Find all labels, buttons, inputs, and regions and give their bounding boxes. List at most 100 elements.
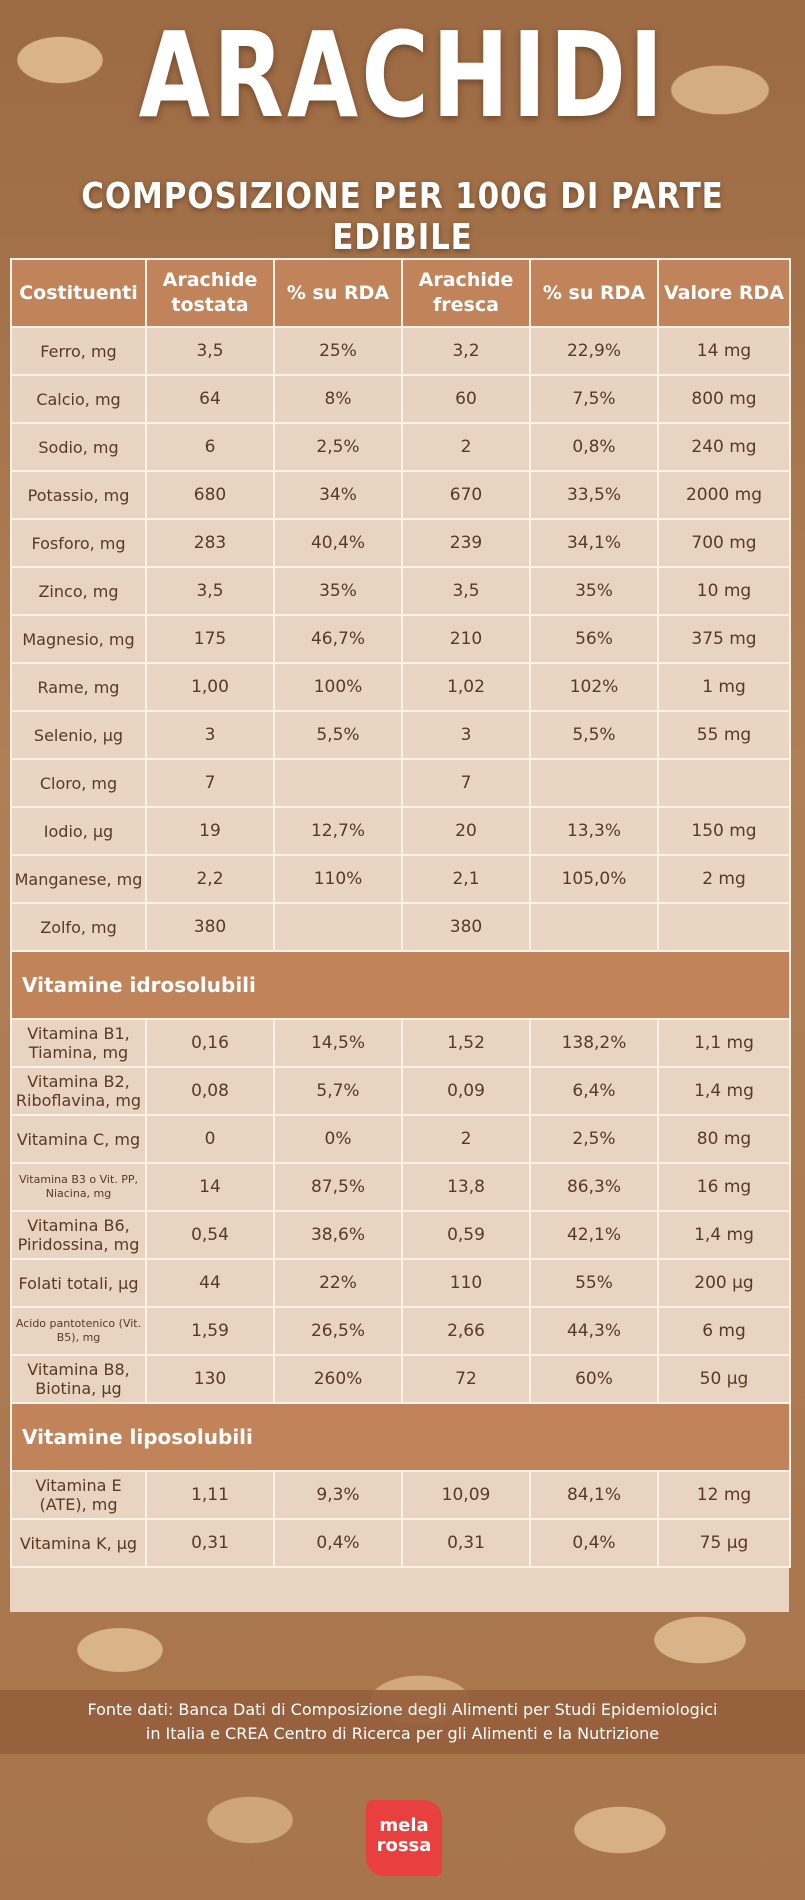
- table-row: Rame, mg 1,00 100% 1,02 102% 1 mg: [10, 662, 791, 712]
- table-cell: 0,31: [401, 1518, 531, 1568]
- table-cell: 55 mg: [657, 710, 791, 760]
- column-header: % su RDA: [529, 258, 659, 328]
- table-cell: 2: [401, 1114, 531, 1164]
- row-label: Vitamina B1, Tiamina, mg: [10, 1018, 147, 1068]
- table-cell: 34%: [273, 470, 403, 520]
- table-cell: 14 mg: [657, 326, 791, 376]
- table-row: Vitamina B1, Tiamina, mg 0,16 14,5% 1,52 138…: [10, 1018, 791, 1068]
- table-cell: 19: [145, 806, 275, 856]
- row-label: Ferro, mg: [10, 326, 147, 376]
- table-cell: 56%: [529, 614, 659, 664]
- table-cell: 38,6%: [273, 1210, 403, 1260]
- row-label: Folati totali, µg: [10, 1258, 147, 1308]
- nutrition-table: Costituenti Arachide tostata % su RDA Ar…: [10, 258, 791, 1568]
- table-cell: 175: [145, 614, 275, 664]
- column-header: Valore RDA: [657, 258, 791, 328]
- table-cell: 9,3%: [273, 1470, 403, 1520]
- table-cell: [273, 902, 403, 952]
- table-cell: 260%: [273, 1354, 403, 1404]
- table-row: Vitamina K, µg 0,31 0,4% 0,31 0,4% 75 µg: [10, 1518, 791, 1568]
- row-label: Vitamina C, mg: [10, 1114, 147, 1164]
- source-footer: Fonte dati: Banca Dati di Composizione d…: [0, 1690, 805, 1754]
- table-cell: 2: [401, 422, 531, 472]
- table-cell: 3,5: [145, 566, 275, 616]
- table-cell: 1,4 mg: [657, 1066, 791, 1116]
- table-cell: 60: [401, 374, 531, 424]
- table-row: Iodio, µg 19 12,7% 20 13,3% 150 mg: [10, 806, 791, 856]
- table-cell: 42,1%: [529, 1210, 659, 1260]
- column-header: % su RDA: [273, 258, 403, 328]
- table-cell: 375 mg: [657, 614, 791, 664]
- table-cell: 44: [145, 1258, 275, 1308]
- table-cell: 1,1 mg: [657, 1018, 791, 1068]
- table-cell: 0,08: [145, 1066, 275, 1116]
- table-cell: 22,9%: [529, 326, 659, 376]
- table-row: Vitamina B8, Biotina, µg 130 260% 72 60% 50 µ…: [10, 1354, 791, 1404]
- table-cell: 1,59: [145, 1306, 275, 1356]
- table-row: Vitamina B3 o Vit. PP, Niacina, mg 14 87,5…: [10, 1162, 791, 1212]
- table-cell: 130: [145, 1354, 275, 1404]
- table-cell: 1 mg: [657, 662, 791, 712]
- source-line-1: Fonte dati: Banca Dati di Composizione d…: [87, 1700, 718, 1719]
- table-cell: 7: [401, 758, 531, 808]
- table-cell: 10 mg: [657, 566, 791, 616]
- table-cell: 16 mg: [657, 1162, 791, 1212]
- row-label: Vitamina B8, Biotina, µg: [10, 1354, 147, 1404]
- table-cell: 35%: [529, 566, 659, 616]
- table-cell: 26,5%: [273, 1306, 403, 1356]
- table-cell: 34,1%: [529, 518, 659, 568]
- table-cell: [657, 758, 791, 808]
- column-header: Arachide tostata: [145, 258, 275, 328]
- table-cell: 2,66: [401, 1306, 531, 1356]
- row-label: Vitamina E (ATE), mg: [10, 1470, 147, 1520]
- page-subtitle: COMPOSIZIONE PER 100G DI PARTE EDIBILE: [81, 176, 724, 258]
- row-label: Cloro, mg: [10, 758, 147, 808]
- minerals-section: Ferro, mg 3,5 25% 3,2 22,9% 14 mg Calcio, mg 64…: [10, 326, 791, 952]
- table-cell: 44,3%: [529, 1306, 659, 1356]
- row-label: Fosforo, mg: [10, 518, 147, 568]
- row-label: Vitamina B2, Riboflavina, mg: [10, 1066, 147, 1116]
- table-cell: 14: [145, 1162, 275, 1212]
- table-cell: 12 mg: [657, 1470, 791, 1520]
- table-row: Zolfo, mg 380 380: [10, 902, 791, 952]
- table-cell: 6,4%: [529, 1066, 659, 1116]
- table-cell: 80 mg: [657, 1114, 791, 1164]
- table-cell: 72: [401, 1354, 531, 1404]
- table-cell: 2,2: [145, 854, 275, 904]
- table-cell: 10,09: [401, 1470, 531, 1520]
- fat-soluble-section: Vitamina E (ATE), mg 1,11 9,3% 10,09 84,1% 12…: [10, 1470, 791, 1568]
- table-cell: 3,2: [401, 326, 531, 376]
- section-title-fat-soluble: Vitamine liposolubili: [10, 1402, 791, 1472]
- table-cell: 0,4%: [529, 1518, 659, 1568]
- table-cell: 86,3%: [529, 1162, 659, 1212]
- table-cell: 0,31: [145, 1518, 275, 1568]
- table-cell: 138,2%: [529, 1018, 659, 1068]
- logo-line-2: rossa: [376, 1835, 432, 1856]
- table-cell: 12,7%: [273, 806, 403, 856]
- table-cell: 14,5%: [273, 1018, 403, 1068]
- fat-soluble-section-header: Vitamine liposolubili: [10, 1402, 791, 1472]
- table-cell: 150 mg: [657, 806, 791, 856]
- table-cell: 1,02: [401, 662, 531, 712]
- table-cell: 380: [145, 902, 275, 952]
- table-cell: 1,52: [401, 1018, 531, 1068]
- table-row: Calcio, mg 64 8% 60 7,5% 800 mg: [10, 374, 791, 424]
- table-cell: 64: [145, 374, 275, 424]
- logo-line-1: mela: [379, 1815, 429, 1836]
- table-cell: 8%: [273, 374, 403, 424]
- table-cell: 3,5: [145, 326, 275, 376]
- table-cell: [529, 902, 659, 952]
- table-cell: 102%: [529, 662, 659, 712]
- table-cell: 1,00: [145, 662, 275, 712]
- row-label: Sodio, mg: [10, 422, 147, 472]
- table-cell: 55%: [529, 1258, 659, 1308]
- table-cell: 7: [145, 758, 275, 808]
- column-header: Arachide fresca: [401, 258, 531, 328]
- table-cell: [273, 758, 403, 808]
- table-cell: 1,11: [145, 1470, 275, 1520]
- table-cell: 6 mg: [657, 1306, 791, 1356]
- table-cell: 2,1: [401, 854, 531, 904]
- table-cell: 6: [145, 422, 275, 472]
- table-cell: 700 mg: [657, 518, 791, 568]
- section-title-water-soluble: Vitamine idrosolubili: [10, 950, 791, 1020]
